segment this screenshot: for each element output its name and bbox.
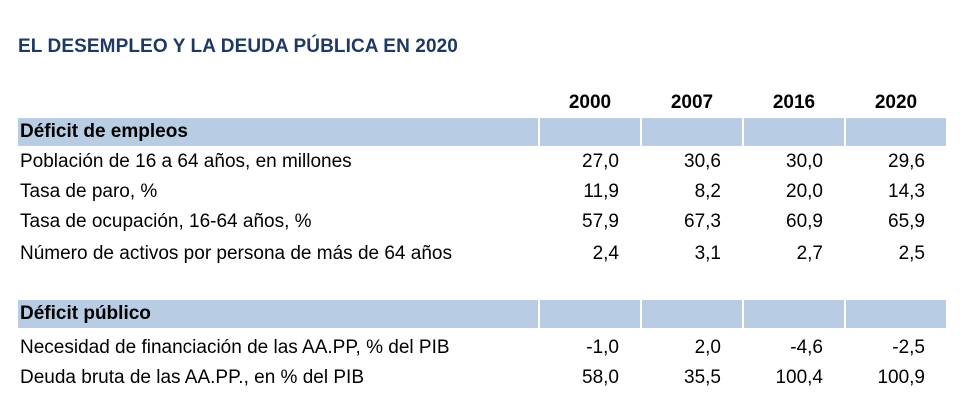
year-header: 2000 xyxy=(568,92,612,113)
value-cell: 2,4 xyxy=(592,243,619,264)
value-cell: 2,0 xyxy=(694,337,721,358)
value-cell: 2,7 xyxy=(796,243,823,264)
value-cell: -4,6 xyxy=(790,337,823,358)
table-row: Población de 16 a 64 años, en millones 27… xyxy=(18,148,946,176)
row-label: Necesidad de financiación de las AA.PP, … xyxy=(20,337,450,358)
value-cell: 20,0 xyxy=(786,181,823,202)
section-band-cell xyxy=(540,300,640,328)
row-label: Número de activos por persona de más de … xyxy=(20,243,452,264)
value-cell: -1,0 xyxy=(586,337,619,358)
value-cell: -2,5 xyxy=(892,337,925,358)
value-cell: 57,9 xyxy=(582,211,619,232)
year-header: 2020 xyxy=(874,92,918,113)
value-cell: 58,0 xyxy=(582,367,619,388)
row-label: Deuda bruta de las AA.PP., en % del PIB xyxy=(20,367,364,388)
value-cell: 67,3 xyxy=(684,211,721,232)
section-heading: Déficit de empleos xyxy=(18,118,538,146)
section-band-cell xyxy=(846,118,946,146)
section-band-cell xyxy=(744,118,844,146)
row-label: Tasa de ocupación, 16-64 años, % xyxy=(20,211,312,232)
value-cell: 29,6 xyxy=(888,151,925,172)
value-cell: 30,6 xyxy=(684,151,721,172)
year-header: 2007 xyxy=(670,92,714,113)
section-band-cell xyxy=(540,118,640,146)
row-label: Población de 16 a 64 años, en millones xyxy=(20,151,352,172)
value-cell: 2,5 xyxy=(898,243,925,264)
value-cell: 100,4 xyxy=(775,367,823,388)
value-cell: 11,9 xyxy=(583,181,619,202)
value-cell: 27,0 xyxy=(582,151,619,172)
section-heading: Déficit público xyxy=(18,300,538,328)
section-band-cell xyxy=(744,300,844,328)
header-spacer xyxy=(18,89,538,117)
value-cell: 60,9 xyxy=(786,211,823,232)
value-cell: 30,0 xyxy=(786,151,823,172)
value-cell: 65,9 xyxy=(888,211,925,232)
row-label: Tasa de paro, % xyxy=(20,181,158,202)
table-row: Tasa de paro, % 11,9 8,2 20,0 14,3 xyxy=(18,178,946,206)
value-cell: 8,2 xyxy=(694,181,721,202)
table-row: Necesidad de financiación de las AA.PP, … xyxy=(18,334,946,362)
table-row: Número de activos por persona de más de … xyxy=(18,240,946,268)
table-title: EL DESEMPLEO Y LA DEUDA PÚBLICA EN 2020 xyxy=(18,36,458,57)
table-row: Deuda bruta de las AA.PP., en % del PIB 5… xyxy=(18,364,946,392)
value-cell: 14,3 xyxy=(888,181,925,202)
table-row: Tasa de ocupación, 16-64 años, % 57,9 67,3… xyxy=(18,208,946,236)
section-heading-row: Déficit público xyxy=(18,300,946,328)
year-header: 2016 xyxy=(772,92,816,113)
value-cell: 35,5 xyxy=(684,367,721,388)
section-band-cell xyxy=(642,300,742,328)
section-band-cell xyxy=(846,300,946,328)
section-band-cell xyxy=(642,118,742,146)
value-cell: 3,1 xyxy=(694,243,721,264)
section-heading-row: Déficit de empleos xyxy=(18,118,946,146)
value-cell: 100,9 xyxy=(877,367,925,388)
year-header-row: 2000 2007 2016 2020 xyxy=(18,89,946,117)
